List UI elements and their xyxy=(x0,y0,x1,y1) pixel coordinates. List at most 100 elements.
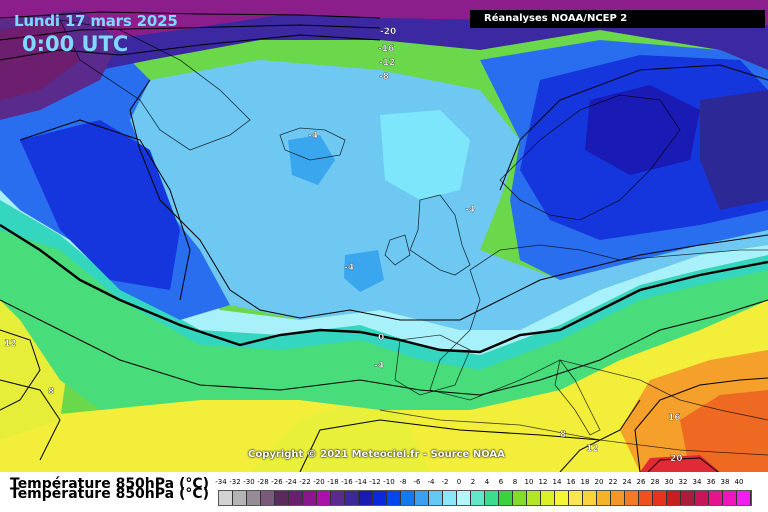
scale-label: 20 xyxy=(594,478,604,486)
contour-label-minus4-west: -4 xyxy=(344,263,354,273)
color-swatch xyxy=(569,491,583,505)
map-time: 0:00 UTC xyxy=(22,32,129,56)
scale-label: 22 xyxy=(608,478,618,486)
coast-iceland xyxy=(279,127,346,161)
color-swatch xyxy=(359,491,373,505)
color-swatch xyxy=(583,491,597,505)
color-swatch xyxy=(737,491,751,505)
color-swatch xyxy=(429,491,443,505)
scale-label: 18 xyxy=(580,478,590,486)
scale-label: 8 xyxy=(512,478,518,486)
zone-navy-east xyxy=(700,90,768,210)
color-swatch xyxy=(555,491,569,505)
color-swatch xyxy=(471,491,485,505)
scale-label: -14 xyxy=(355,478,367,486)
scale-label: 40 xyxy=(734,478,744,486)
coast-britain xyxy=(409,194,471,276)
zone-cyan-core xyxy=(380,110,470,200)
temperature-map: -20 -16 -12 -8 -4 -4 -4 0 -4 12 8 16 8 1… xyxy=(0,0,768,472)
scale-label: 36 xyxy=(706,478,716,486)
scale-label: -32 xyxy=(229,478,241,486)
color-swatch xyxy=(373,491,387,505)
color-swatch xyxy=(639,491,653,505)
contour-minus12 xyxy=(0,34,381,61)
contour-label-minus4-south: -4 xyxy=(374,361,384,371)
coast-scandinavia xyxy=(499,94,681,221)
color-swatch xyxy=(499,491,513,505)
coast-africa xyxy=(379,409,768,456)
color-swatch xyxy=(527,491,541,505)
color-swatch xyxy=(513,491,527,505)
color-scale xyxy=(218,490,752,506)
legend-title: Température 850hPa (°C) xyxy=(10,476,210,492)
scale-label: 16 xyxy=(566,478,576,486)
contour-label-minus12: -12 xyxy=(379,58,395,68)
color-swatch xyxy=(317,491,331,505)
scale-label: 4 xyxy=(484,478,490,486)
contour-label-minus4-iceland: -4 xyxy=(308,131,318,141)
contour-20 xyxy=(647,457,719,472)
coast-italy xyxy=(554,359,601,436)
scale-label: -24 xyxy=(285,478,297,486)
color-swatch xyxy=(415,491,429,505)
color-swatch xyxy=(681,491,695,505)
contour-label-16: 16 xyxy=(668,413,681,423)
color-swatch xyxy=(401,491,415,505)
color-swatch xyxy=(289,491,303,505)
zone-core-blue-east xyxy=(585,85,700,175)
map-date: Lundi 17 mars 2025 xyxy=(14,12,178,30)
zone-deep-blue-west xyxy=(20,120,180,290)
contour-label-minus20: -20 xyxy=(380,27,396,37)
color-swatch xyxy=(443,491,457,505)
contour-label-12: 12 xyxy=(4,339,17,349)
contour-0 xyxy=(0,223,768,354)
scale-label: 12 xyxy=(538,478,548,486)
coast-greenland xyxy=(59,19,251,151)
contour-8 xyxy=(0,379,601,472)
scale-label: -16 xyxy=(341,478,353,486)
scale-label: -30 xyxy=(243,478,255,486)
zone-warm-yellow xyxy=(0,300,768,472)
color-swatch xyxy=(387,491,401,505)
zone-dark-purple-greenland xyxy=(0,20,80,100)
scale-label: 2 xyxy=(470,478,476,486)
zone-magenta-north xyxy=(0,0,768,80)
scale-label: 24 xyxy=(622,478,632,486)
scale-label: -22 xyxy=(299,478,311,486)
color-swatch xyxy=(653,491,667,505)
contour-label-minus16: -16 xyxy=(378,44,394,54)
color-swatch xyxy=(261,491,275,505)
scale-label: -6 xyxy=(413,478,421,486)
scale-label: 14 xyxy=(552,478,562,486)
zone-sky-blue xyxy=(130,60,768,330)
color-swatch xyxy=(233,491,247,505)
scale-label: 0 xyxy=(456,478,462,486)
color-swatch xyxy=(541,491,555,505)
contour-4 xyxy=(0,299,768,396)
zone-teal xyxy=(0,200,768,370)
color-swatch xyxy=(667,491,681,505)
scale-label: -20 xyxy=(313,478,325,486)
scale-label: 10 xyxy=(524,478,534,486)
scale-label: 30 xyxy=(664,478,674,486)
scale-label: 28 xyxy=(650,478,660,486)
scale-label: -10 xyxy=(383,478,395,486)
zone-deep-red xyxy=(640,455,720,472)
contour-minus16 xyxy=(0,24,381,41)
color-swatch xyxy=(485,491,499,505)
scale-label: -8 xyxy=(399,478,407,486)
scale-label: -12 xyxy=(369,478,381,486)
copyright-notice: Copyright © 2021 Meteociel.fr - Source N… xyxy=(248,449,505,460)
contour-label-minus4-north-sea: -4 xyxy=(465,205,475,215)
scale-label: 32 xyxy=(678,478,688,486)
scale-label: -2 xyxy=(441,478,449,486)
color-swatch xyxy=(625,491,639,505)
coast-iberia xyxy=(394,334,471,396)
coastlines xyxy=(59,19,768,456)
contour-label-12-south: 12 xyxy=(586,444,599,454)
zone-warm-yellow-2 xyxy=(250,400,430,472)
color-swatch xyxy=(345,491,359,505)
scale-label: 26 xyxy=(636,478,646,486)
contour-minus20 xyxy=(0,11,381,19)
